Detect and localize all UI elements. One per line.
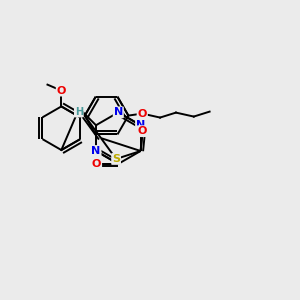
Text: O: O <box>57 85 66 96</box>
Text: O: O <box>138 109 147 118</box>
Text: H: H <box>75 106 83 117</box>
Text: O: O <box>92 159 101 169</box>
Text: S: S <box>112 154 120 164</box>
Text: N: N <box>136 120 145 130</box>
Text: N: N <box>92 146 100 156</box>
Text: O: O <box>138 126 147 136</box>
Text: N: N <box>114 107 123 117</box>
